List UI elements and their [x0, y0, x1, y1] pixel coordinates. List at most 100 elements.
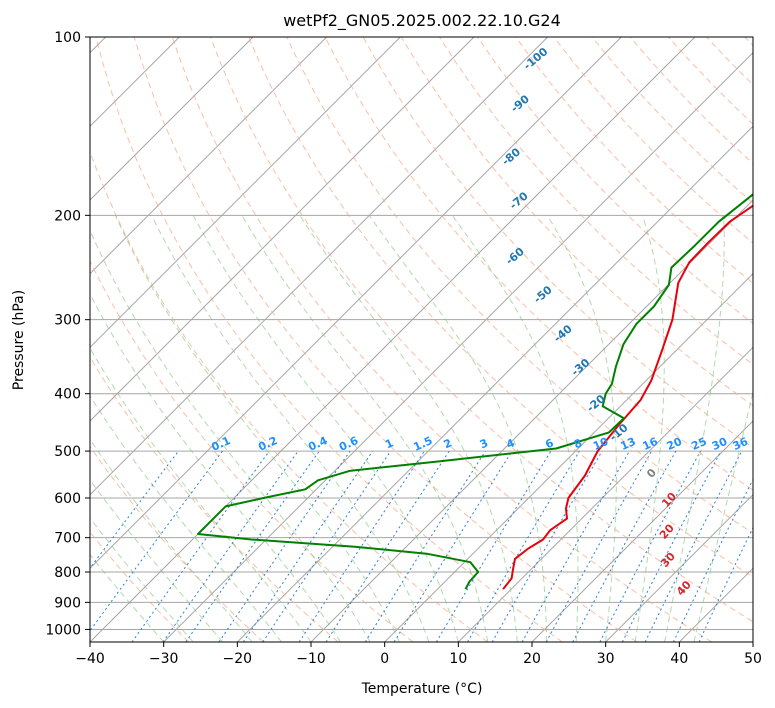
- dry-adiabat-label: -70: [507, 189, 531, 212]
- isotherm-line: [90, 37, 401, 349]
- x-tick-label: −30: [149, 651, 179, 667]
- mixing-ratio-label: 25: [689, 435, 708, 453]
- isotherm-line: [236, 125, 753, 642]
- isotherm-line: [90, 37, 254, 201]
- profile-lines: [197, 192, 753, 590]
- dry-adiabat-label: -90: [508, 92, 532, 115]
- mixing-ratio-line: [491, 450, 603, 642]
- dry-adiabat-line: [171, 37, 712, 642]
- dry-adiabat-label: -40: [551, 322, 575, 345]
- mixing-ratio-line: [467, 450, 580, 642]
- dry-adiabat-label: -30: [569, 356, 593, 379]
- moist-adiabat-line: [634, 215, 665, 642]
- x-tick-label: 10: [449, 651, 467, 667]
- dry-adiabat-line: [324, 37, 753, 491]
- x-tick-label: −10: [296, 651, 326, 667]
- moist-adiabat-line: [368, 215, 548, 642]
- x-axis-ticks: −40 −30 −20 −10 0 10 20 30 40 50: [75, 642, 762, 667]
- y-tick-label: 700: [54, 531, 81, 547]
- dry-adiabat-label: -60: [503, 245, 527, 268]
- mixing-ratio-line: [218, 450, 351, 642]
- moist-adiabat-line: [241, 215, 489, 642]
- dry-adiabat-label: -50: [531, 283, 555, 306]
- dry-adiabat-line: [515, 37, 753, 284]
- y-tick-label: 400: [54, 387, 81, 403]
- dewpoint-profile-line: [197, 192, 753, 590]
- mixing-ratio-line: [185, 450, 320, 642]
- mixing-ratio-line: [90, 450, 223, 632]
- isotherm-line: [752, 641, 753, 642]
- dry-adiabat-line: [90, 259, 414, 642]
- y-tick-label: 500: [54, 444, 81, 460]
- mixing-ratio-label: 10: [591, 435, 611, 453]
- mixing-ratio-label: 16: [641, 435, 661, 453]
- mixing-ratio-line: [545, 450, 653, 642]
- isotherm-line: [384, 272, 753, 642]
- dry-adiabat-label: -80: [499, 145, 523, 168]
- dry-adiabat-line: [210, 37, 753, 623]
- isotherm-line: [90, 37, 549, 496]
- x-tick-label: 40: [670, 651, 688, 667]
- dry-adiabat-line: [744, 37, 753, 47]
- isotherm-line: [310, 199, 753, 642]
- moist-adiabat-line: [451, 215, 579, 642]
- x-tick-label: 0: [380, 651, 389, 667]
- mixing-ratio-label: 36: [731, 435, 751, 453]
- mixing-ratio-line: [698, 526, 753, 642]
- plot-frame: [89, 36, 754, 643]
- mixing-ratio-line: [393, 450, 513, 642]
- moist-adiabat-line: [90, 438, 253, 642]
- background-lines: [90, 37, 753, 642]
- mixing-ratio-label: 3: [478, 436, 490, 451]
- moist-adiabat-line: [664, 215, 725, 642]
- moist-adiabat-label: 30: [658, 550, 678, 570]
- chart-title: wetPf2_GN05.2025.002.22.10.G24: [283, 11, 561, 31]
- mixing-ratio-line: [364, 450, 486, 642]
- moist-adiabat-line: [90, 293, 341, 642]
- temperature-profile-line: [502, 204, 753, 590]
- moist-adiabat-line: [90, 229, 371, 642]
- x-tick-label: 20: [523, 651, 541, 667]
- dry-adiabat-line: [668, 37, 753, 125]
- isotherm-line: [605, 493, 753, 642]
- moist-adiabat-line: [151, 215, 430, 642]
- moist-adiabat-line: [693, 390, 753, 642]
- dry-adiabat-label: -100: [521, 45, 551, 73]
- x-axis-label: Temperature (°C): [361, 681, 483, 697]
- isotherm-line: [90, 37, 696, 642]
- y-tick-label: 800: [54, 565, 81, 581]
- isotherm-line: [90, 37, 622, 570]
- mixing-ratio-line: [621, 450, 722, 642]
- mixing-ratio-line: [325, 450, 450, 642]
- y-tick-label: 1000: [45, 622, 81, 638]
- moist-adiabat-line: [114, 215, 400, 642]
- moist-adiabat-line: [546, 215, 617, 642]
- mixing-ratio-line: [644, 450, 743, 642]
- mixing-ratio-line: [521, 450, 630, 642]
- x-tick-label: −40: [75, 651, 105, 667]
- moist-adiabat-line: [90, 517, 194, 642]
- y-tick-label: 200: [54, 208, 81, 224]
- dry-adiabat-line: [133, 37, 638, 642]
- mixing-ratio-label: 20: [665, 435, 685, 453]
- x-tick-label: −20: [223, 651, 253, 667]
- x-tick-label: 50: [744, 651, 762, 667]
- isotherm-line: [531, 420, 753, 642]
- moist-adiabat-line: [90, 553, 165, 642]
- isotherm-line: [163, 51, 753, 642]
- y-tick-label: 900: [54, 595, 81, 611]
- y-tick-label: 300: [54, 313, 81, 329]
- mixing-ratio-line: [131, 450, 270, 642]
- moist-adiabat-line: [90, 347, 312, 642]
- isotherm-line: [90, 37, 475, 422]
- dry-adiabat-line: [95, 37, 563, 642]
- isotherm-line: [678, 567, 753, 642]
- mixing-ratio-label: 13: [618, 435, 637, 453]
- mixing-ratio-label: 2: [442, 436, 454, 451]
- y-tick-label: 100: [54, 30, 81, 46]
- dry-adiabat-line: [591, 37, 753, 204]
- mixing-ratio-line: [298, 450, 425, 642]
- mixing-ratio-line: [599, 450, 701, 642]
- moist-adiabat-line: [192, 215, 459, 642]
